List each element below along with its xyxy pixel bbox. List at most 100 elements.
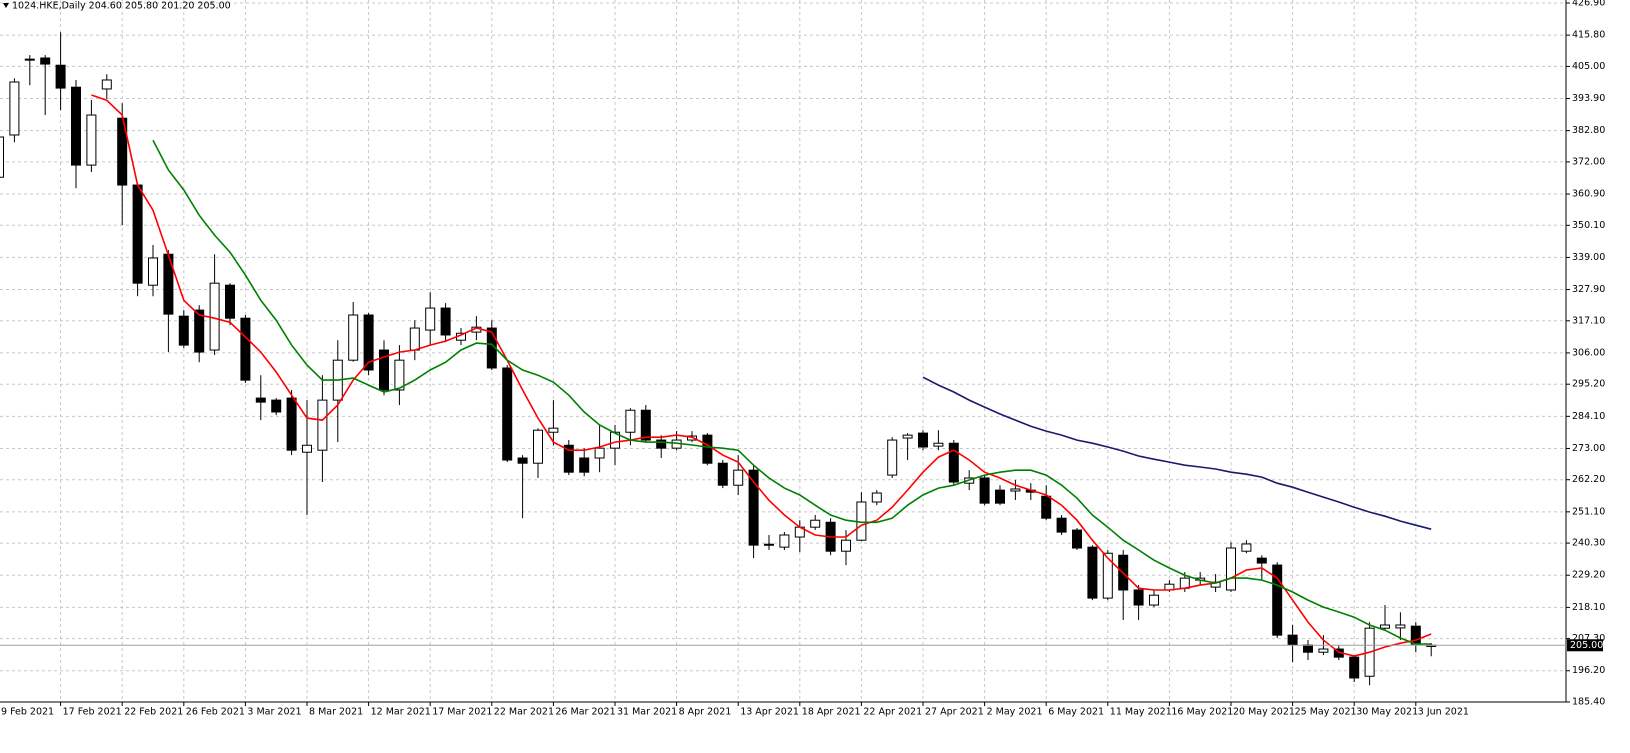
x-tick-label: 13 Apr 2021 <box>740 707 799 718</box>
candle-body <box>548 427 559 433</box>
y-tick-label: 393.90 <box>1572 93 1605 104</box>
candle-body <box>302 444 312 453</box>
candle-body <box>1395 624 1406 629</box>
x-tick-label: 3 Mar 2021 <box>247 707 301 718</box>
x-tick-label: 26 Mar 2021 <box>555 707 615 718</box>
candle-body <box>255 397 266 403</box>
y-tick-label: 317.10 <box>1572 315 1605 326</box>
candle-body <box>1149 594 1159 606</box>
candle-body <box>887 439 898 476</box>
grid <box>0 0 1566 703</box>
y-tick-label: 240.30 <box>1572 538 1605 549</box>
candle-body <box>563 444 574 473</box>
chart-title: 1024.HKE,Daily 204.60 205.80 201.20 205.… <box>12 1 231 12</box>
last-price-box <box>1567 639 1603 652</box>
candle-body <box>1349 656 1360 679</box>
candle-body <box>440 307 451 336</box>
candle-body <box>1179 577 1190 589</box>
y-tick-label: 295.20 <box>1572 379 1605 390</box>
candle-body <box>394 359 405 391</box>
x-tick-label: 2 May 2021 <box>987 707 1043 718</box>
x-tick-label: 22 Feb 2021 <box>124 707 183 718</box>
x-tick-label: 8 Apr 2021 <box>679 707 732 718</box>
y-tick-label: 207.30 <box>1572 633 1605 644</box>
candle-body <box>1041 495 1052 519</box>
candle-body <box>1318 648 1329 653</box>
x-tick-label: 9 Feb 2021 <box>1 707 54 718</box>
candle-body <box>1380 624 1390 629</box>
candle-body <box>841 539 851 552</box>
y-tick-label: 360.90 <box>1572 189 1605 200</box>
moving-average-line <box>91 94 1432 657</box>
y-tick-label: 327.90 <box>1572 284 1605 295</box>
x-tick-label: 6 May 2021 <box>1048 707 1104 718</box>
x-tick-label: 12 Mar 2021 <box>371 707 431 718</box>
moving-average-line <box>152 139 1432 645</box>
candle-body <box>1133 589 1144 606</box>
candle-body <box>1056 517 1067 533</box>
y-tick-label: 339.00 <box>1572 252 1605 263</box>
candle-body <box>55 64 66 89</box>
moving-average-line <box>922 376 1432 530</box>
candle-body <box>625 409 636 433</box>
x-tick-label: 11 May 2021 <box>1110 707 1172 718</box>
candle-body <box>533 429 543 464</box>
candle-body <box>733 469 744 486</box>
candle-body <box>148 257 158 286</box>
y-tick-label: 284.10 <box>1572 411 1605 422</box>
candle-body <box>1303 644 1313 653</box>
y-tick-label: 306.00 <box>1572 347 1605 358</box>
x-tick-label: 31 Mar 2021 <box>617 707 677 718</box>
x-tick-label: 3 Jun 2021 <box>1418 707 1469 718</box>
candle-body <box>918 432 928 448</box>
candle-body <box>717 462 728 486</box>
candle-body <box>86 114 97 166</box>
candle-body <box>24 58 35 61</box>
candle-body <box>348 314 359 361</box>
candle-body <box>194 309 205 353</box>
candle-body <box>40 57 51 65</box>
candle-body <box>9 81 20 136</box>
last-price-label: 205.00 <box>1570 640 1603 651</box>
candle-body <box>1256 557 1267 564</box>
title-icon <box>3 3 9 8</box>
x-tick-label: 25 May 2021 <box>1295 707 1357 718</box>
x-tick-label: 30 May 2021 <box>1356 707 1418 718</box>
marks <box>0 32 1437 686</box>
candle-body <box>1102 552 1113 599</box>
candle-body <box>502 367 513 461</box>
candle-body <box>594 447 605 459</box>
y-tick-label: 350.10 <box>1572 220 1605 231</box>
y-tick-label: 196.20 <box>1572 665 1605 676</box>
candle-body <box>286 397 297 451</box>
candle-body <box>409 327 420 351</box>
candle-body <box>656 439 667 449</box>
y-tick-label: 273.00 <box>1572 443 1605 454</box>
candle-body <box>1287 634 1298 646</box>
y-tick-label: 382.80 <box>1572 125 1605 136</box>
candle-body <box>240 317 251 381</box>
y-tick-label: 405.00 <box>1572 61 1605 72</box>
x-tick-label: 8 Mar 2021 <box>309 707 363 718</box>
x-tick-label: 20 May 2021 <box>1233 707 1295 718</box>
candle-body <box>948 442 959 483</box>
candle-body <box>132 184 143 284</box>
candle-body <box>779 534 790 548</box>
x-tick-label: 22 Apr 2021 <box>863 707 922 718</box>
candle-body <box>225 284 235 319</box>
candle-body <box>1226 547 1236 591</box>
x-tick-label: 18 Apr 2021 <box>802 707 861 718</box>
candle-body <box>425 307 436 331</box>
y-tick-label: 185.40 <box>1572 697 1605 708</box>
candle-body <box>1072 529 1082 549</box>
candle-body <box>1010 488 1021 492</box>
candle-body <box>1241 543 1252 552</box>
candle-body <box>871 492 882 503</box>
x-tick-label: 17 Feb 2021 <box>63 707 122 718</box>
candle-body <box>579 457 590 473</box>
candle-body <box>209 282 220 351</box>
y-tick-label: 218.10 <box>1572 602 1605 613</box>
y-tick-label: 372.00 <box>1572 156 1605 167</box>
